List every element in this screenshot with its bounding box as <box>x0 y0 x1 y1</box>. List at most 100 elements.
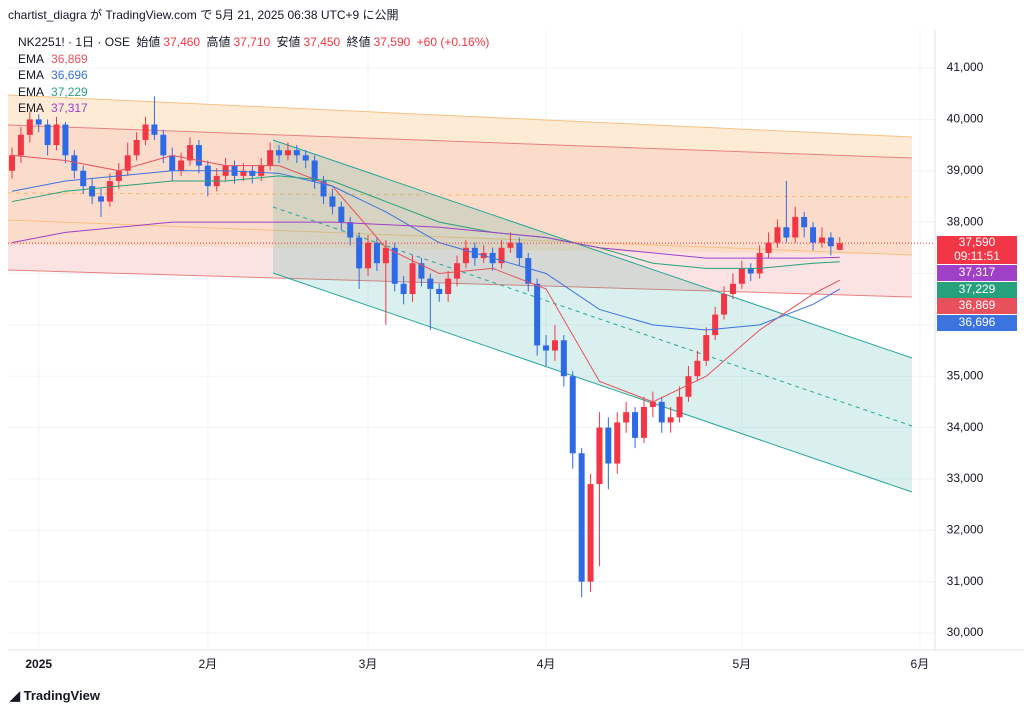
ema-legend-row: EMA 37,229 <box>18 84 492 101</box>
candle-body <box>311 160 318 182</box>
candle-body <box>445 278 452 295</box>
x-tick-label: 2025 <box>25 657 52 671</box>
header: chartist_diagra が TradingView.com で 5月 2… <box>8 8 399 22</box>
x-tick-label: 2月 <box>198 657 217 671</box>
candle-body <box>685 376 692 397</box>
candle-body <box>569 376 576 454</box>
legend-label: 終値 <box>346 35 371 49</box>
candle-body <box>284 150 291 156</box>
y-tick-label: 33,000 <box>947 471 984 485</box>
y-tick-label: 38,000 <box>947 214 984 228</box>
candle-body <box>578 453 585 582</box>
ema-tag-label: 37,317 <box>959 265 996 279</box>
candle-body <box>80 170 87 187</box>
y-tick-label: 31,000 <box>947 574 984 588</box>
band <box>8 95 912 158</box>
candle-body <box>133 139 140 156</box>
legend-label: EMA <box>18 68 45 82</box>
candle-body <box>827 237 834 247</box>
x-tick-label: 4月 <box>537 657 556 671</box>
y-tick-label: 34,000 <box>947 420 984 434</box>
candle-body <box>124 155 131 171</box>
candle-body <box>142 124 149 140</box>
legend-label: EMA <box>18 84 45 99</box>
y-tick-label: 41,000 <box>947 60 984 74</box>
candle-body <box>258 165 265 176</box>
candle-body <box>507 242 514 248</box>
legend-label: 安値 <box>276 35 301 49</box>
candle-body <box>187 145 194 161</box>
ema-legend-row: EMA 36,696 <box>18 67 492 84</box>
candle-body <box>534 283 541 346</box>
channel-line <box>272 272 913 493</box>
legend-value: 37,460 <box>163 35 201 49</box>
candle-body <box>756 252 763 274</box>
candle-body <box>418 263 425 279</box>
candle-body <box>649 401 656 408</box>
legend-label: EMA <box>18 51 45 66</box>
channel-line <box>7 269 913 298</box>
change: +60 (+0.16%) <box>416 35 490 49</box>
candle-body <box>382 247 389 264</box>
y-tick-label: 30,000 <box>947 625 984 639</box>
candle-body <box>373 242 380 264</box>
ema-line <box>11 154 840 403</box>
y-tick-label: 35,000 <box>947 368 984 382</box>
candle-body <box>106 181 113 202</box>
candle-body <box>462 247 469 264</box>
legend-value: 36,696 <box>51 68 88 82</box>
channels <box>7 94 913 493</box>
candle-body <box>721 294 728 315</box>
candle-body <box>560 340 567 377</box>
candle-body <box>356 237 363 269</box>
channel-line <box>7 94 913 138</box>
candle-body <box>391 247 398 284</box>
candle-body <box>400 283 407 295</box>
candle-body <box>26 119 33 135</box>
candle-body <box>810 227 817 243</box>
legend-value: 37,450 <box>303 35 341 49</box>
channel-line <box>7 219 913 256</box>
candle-body <box>151 124 158 135</box>
candle-body <box>320 181 327 197</box>
x-tick-label: 6月 <box>911 657 930 671</box>
candle-body <box>516 242 523 259</box>
candle-body <box>623 412 630 423</box>
countdown: 09:11:51 <box>954 249 1000 263</box>
symbol: NK2251! · 1日 · OSE <box>18 35 131 49</box>
candle-body <box>765 242 772 253</box>
legend-value: 37,317 <box>51 101 88 115</box>
ema-line <box>11 221 840 259</box>
y-tick-label: 32,000 <box>947 522 984 536</box>
candle-body <box>640 407 647 438</box>
candle-body <box>204 165 211 187</box>
candle-body <box>71 155 78 171</box>
candle-body <box>703 335 710 361</box>
candle-body <box>178 160 185 171</box>
ema-line <box>11 175 840 269</box>
channel-line <box>272 139 913 359</box>
candle-body <box>605 427 612 464</box>
candle-body <box>195 145 202 166</box>
candle-body <box>801 216 808 228</box>
candle-body <box>17 134 24 156</box>
candle-body <box>293 150 300 156</box>
candle-body <box>632 412 639 438</box>
candle-body <box>169 155 176 171</box>
candle-body <box>836 243 843 250</box>
candle-body <box>347 222 354 238</box>
ema-tag-label: 37,229 <box>959 282 996 296</box>
candle-body <box>774 227 781 243</box>
candle-body <box>543 345 550 351</box>
ema-line <box>11 170 841 331</box>
legend-value: 36,869 <box>51 51 88 66</box>
legend-value: 37,590 <box>373 35 411 49</box>
candle-body <box>409 263 416 295</box>
candle-body <box>667 417 674 423</box>
legend-value: 37,710 <box>233 35 271 49</box>
candle-body <box>792 216 799 238</box>
ema-tag <box>937 298 1017 314</box>
candle-body <box>44 124 51 146</box>
